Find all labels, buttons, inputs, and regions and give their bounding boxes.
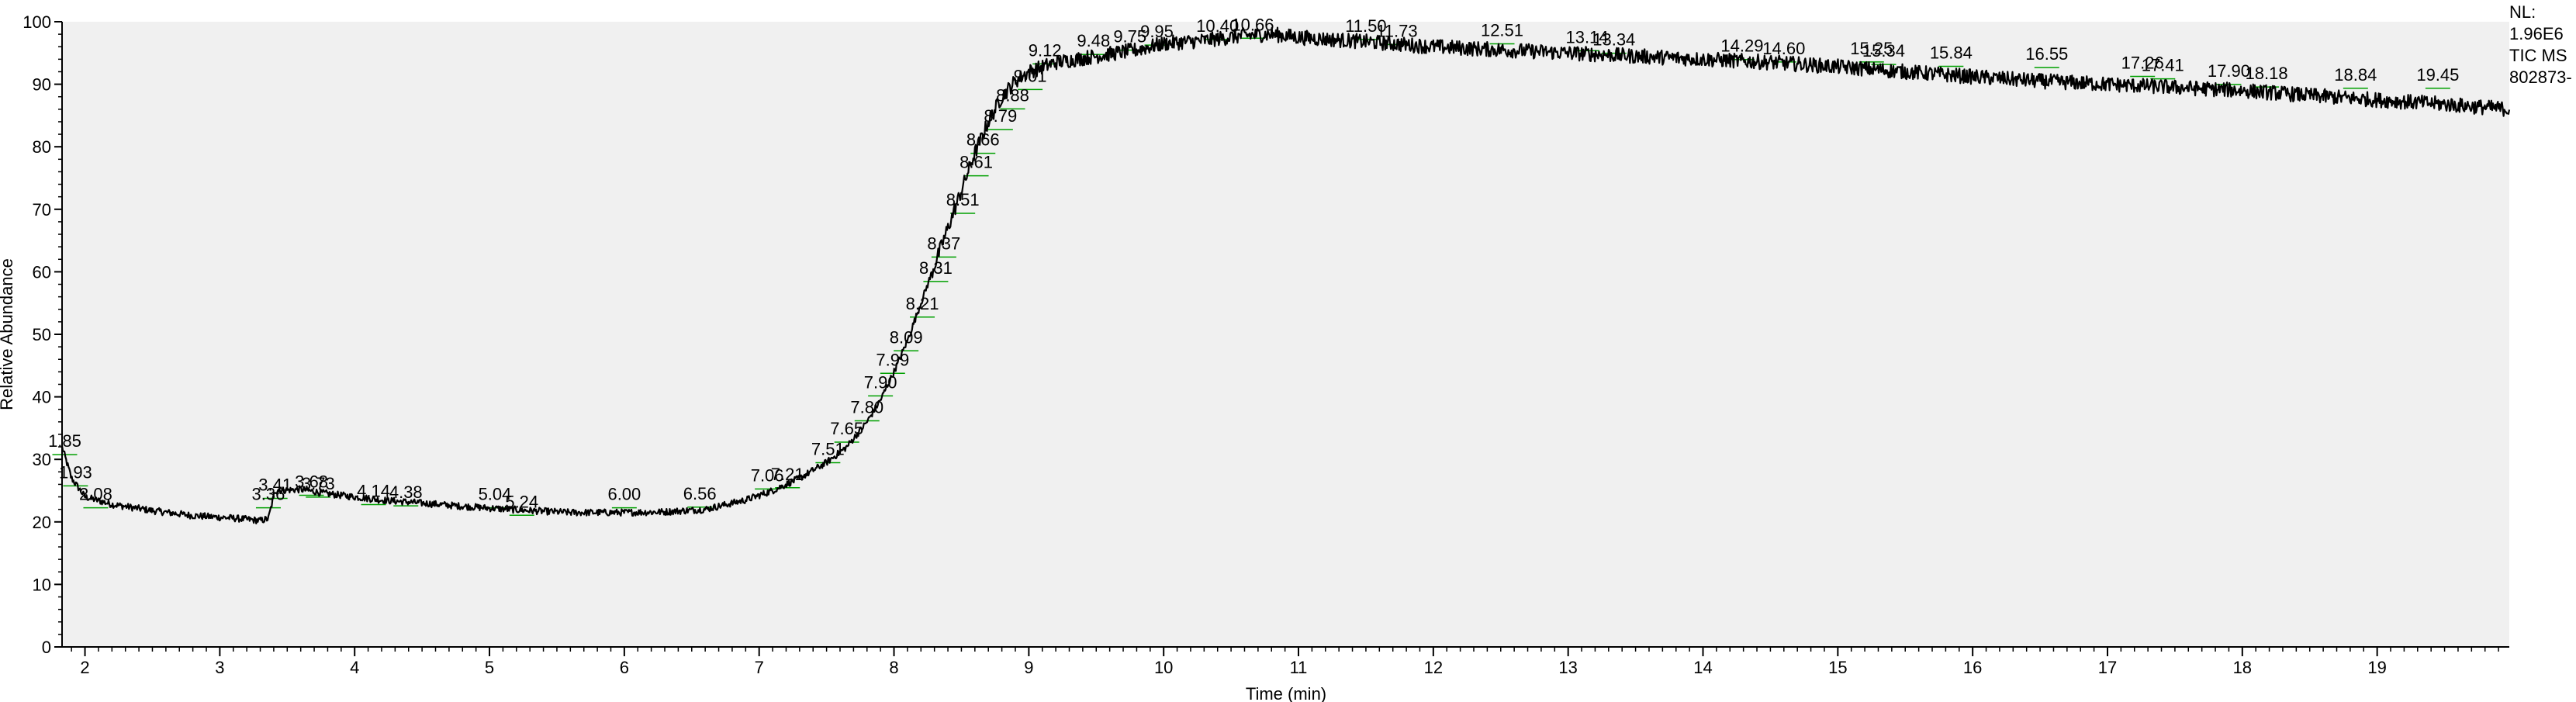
peak-label: 8.21 (906, 294, 939, 313)
peak-label: 16.55 (2025, 44, 2068, 64)
peak-label: 1.93 (59, 462, 92, 482)
y-tick-label: 30 (33, 450, 51, 469)
peak-label: 3.36 (252, 485, 285, 504)
peak-label: 5.04 (479, 485, 512, 504)
peak-label: 19.45 (2416, 65, 2459, 85)
y-tick-label: 0 (42, 638, 51, 657)
plot-area (62, 22, 2509, 647)
peak-label: 17.41 (2142, 56, 2184, 75)
peak-label: 18.18 (2246, 64, 2288, 83)
x-axis-title: Time (min) (1246, 684, 1326, 702)
x-tick-label: 15 (1828, 658, 1847, 677)
tic-trace (61, 26, 2511, 525)
info-line: NL: (2509, 2, 2536, 22)
peak-label: 17.90 (2208, 61, 2250, 81)
x-tick-label: 12 (1424, 658, 1443, 677)
peak-label: 8.88 (996, 85, 1029, 105)
peak-label: 13.34 (1592, 30, 1635, 50)
y-tick-label: 70 (33, 200, 51, 220)
x-tick-label: 14 (1693, 658, 1712, 677)
info-line: 1.96E6 (2509, 24, 2564, 43)
peak-label: 3.73 (302, 474, 335, 493)
y-axis-title: Relative Abundance (0, 258, 16, 410)
x-tick-label: 8 (889, 658, 898, 677)
peak-label: 9.12 (1029, 40, 1062, 60)
peak-label: 15.84 (1930, 43, 1973, 63)
x-tick-label: 13 (1558, 658, 1577, 677)
peak-label: 11.73 (1376, 21, 1417, 40)
peak-label: 9.48 (1077, 31, 1110, 50)
peak-label: 10.40 (1196, 16, 1239, 36)
peak-label: 12.51 (1481, 21, 1523, 40)
x-tick-label: 10 (1154, 658, 1173, 677)
x-tick-label: 18 (2233, 658, 2252, 677)
peak-label: 7.65 (830, 419, 863, 438)
peak-label: 8.79 (984, 106, 1017, 126)
peak-label: 7.80 (850, 398, 883, 417)
peak-label: 15.34 (1862, 41, 1905, 61)
x-tick-label: 16 (1963, 658, 1982, 677)
peak-label: 5.24 (505, 492, 538, 511)
ticks: 2 3 4 5 6 7 8 9 10 11 12 13 14 15 16 17 18 19 0 10 20 30 40 50 6… (22, 12, 2499, 677)
peak-label: 6.00 (607, 485, 641, 504)
peak-label: 3.68 (295, 472, 328, 491)
peak-label: 10.66 (1231, 15, 1274, 34)
y-tick-label: 100 (22, 12, 51, 32)
peak-label: 9.75 (1113, 27, 1146, 47)
peak-label: 11.50 (1345, 16, 1386, 36)
info-block: NL: 1.96E6 TIC MS 802873- (2509, 2, 2572, 87)
peak-label: 4.38 (389, 482, 423, 502)
peak-label: 9.01 (1014, 66, 1047, 85)
peak-label: 14.60 (1762, 39, 1805, 58)
peak-label: 8.61 (960, 153, 993, 172)
peak-label: 7.21 (771, 465, 804, 484)
peak-label: 7.90 (864, 372, 897, 392)
peak-label: 8.37 (927, 233, 960, 253)
peak-label: 8.51 (946, 190, 980, 209)
x-tick-label: 2 (80, 658, 89, 677)
x-tick-label: 6 (620, 658, 629, 677)
x-tick-label: 4 (350, 658, 359, 677)
y-tick-label: 40 (33, 388, 51, 407)
peak-label: 18.84 (2334, 65, 2377, 85)
x-tick-label: 7 (755, 658, 764, 677)
peak-label: 7.06 (751, 465, 784, 485)
peak-label: 7.51 (811, 440, 845, 459)
peak-label: 7.99 (876, 350, 909, 369)
peak-label: 8.31 (919, 258, 953, 278)
peak-label: 1.85 (48, 431, 81, 451)
x-tick-label: 3 (215, 658, 224, 677)
peak-label: 6.56 (683, 484, 717, 503)
peak-label: 17.26 (2121, 53, 2164, 72)
x-tick-label: 19 (2367, 658, 2386, 677)
peak-labels: 1.85 1.93 2.08 3.363.41 3.683.73 4.144.38 5.04… (48, 15, 2459, 511)
y-tick-label: 60 (33, 262, 51, 282)
peak-label: 15.25 (1850, 39, 1893, 58)
peak-label: 14.29 (1720, 36, 1763, 56)
x-tick-label: 17 (2098, 658, 2117, 677)
peak-label: 9.95 (1140, 22, 1174, 41)
x-tick-label: 11 (1290, 658, 1308, 677)
y-tick-label: 80 (33, 137, 51, 157)
peak-label: 4.14 (357, 482, 390, 501)
x-tick-label: 9 (1024, 658, 1033, 677)
peak-label: 8.09 (890, 327, 923, 347)
y-tick-label: 90 (33, 75, 51, 95)
peak-label: 2.08 (79, 485, 112, 504)
peak-label: 13.14 (1565, 27, 1608, 47)
peak-label: 8.66 (966, 130, 1000, 150)
y-tick-label: 20 (33, 513, 51, 532)
y-tick-label: 50 (33, 325, 51, 344)
x-tick-label: 5 (485, 658, 494, 677)
y-tick-label: 10 (33, 575, 51, 594)
peak-label: 3.41 (258, 475, 292, 495)
info-line: TIC MS (2509, 46, 2567, 65)
info-line: 802873- (2509, 67, 2572, 87)
